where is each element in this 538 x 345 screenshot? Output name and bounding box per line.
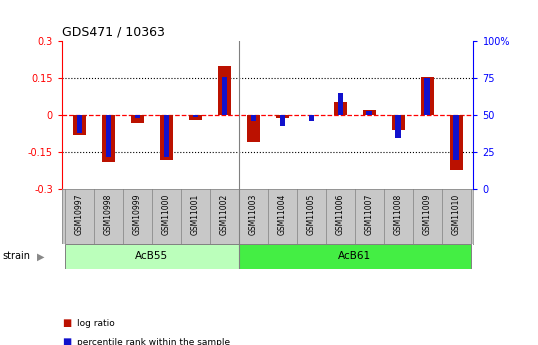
Bar <box>395 115 401 138</box>
Bar <box>366 111 372 115</box>
Text: GSM11000: GSM11000 <box>162 194 171 235</box>
Text: GSM11010: GSM11010 <box>451 194 461 235</box>
Text: ■: ■ <box>62 318 71 328</box>
Text: ■: ■ <box>62 337 71 345</box>
Bar <box>102 115 115 162</box>
Bar <box>251 115 256 121</box>
Bar <box>193 115 198 117</box>
Text: GSM10997: GSM10997 <box>75 194 84 235</box>
Text: percentile rank within the sample: percentile rank within the sample <box>77 338 230 345</box>
Text: GDS471 / 10363: GDS471 / 10363 <box>62 26 165 39</box>
Bar <box>363 110 376 115</box>
Bar <box>246 115 260 142</box>
Bar <box>334 102 346 115</box>
Bar <box>218 66 231 115</box>
Bar <box>105 115 111 157</box>
Bar <box>73 115 86 135</box>
Bar <box>160 115 173 160</box>
Text: GSM11006: GSM11006 <box>336 194 345 235</box>
Bar <box>421 77 434 115</box>
Bar <box>65 244 239 269</box>
Text: GSM11008: GSM11008 <box>394 194 402 235</box>
Text: ▶: ▶ <box>37 252 44 262</box>
Text: GSM11009: GSM11009 <box>422 194 431 235</box>
Bar <box>275 115 289 118</box>
Bar <box>189 115 202 120</box>
Bar <box>164 115 169 157</box>
Text: GSM11002: GSM11002 <box>220 194 229 235</box>
Bar <box>308 115 314 121</box>
Bar <box>222 77 227 115</box>
Bar <box>392 115 405 130</box>
Text: strain: strain <box>3 252 31 262</box>
Bar <box>76 115 82 133</box>
Bar <box>337 93 343 115</box>
Text: GSM11001: GSM11001 <box>190 194 200 235</box>
Text: GSM10998: GSM10998 <box>104 194 113 235</box>
Text: GSM11003: GSM11003 <box>249 194 258 235</box>
Bar <box>454 115 459 160</box>
Bar <box>424 78 430 115</box>
Bar <box>134 115 140 118</box>
Text: GSM10999: GSM10999 <box>133 194 141 235</box>
Bar <box>450 115 463 170</box>
Text: log ratio: log ratio <box>77 319 115 328</box>
Bar <box>131 115 144 123</box>
Text: AcB55: AcB55 <box>135 252 168 262</box>
Text: GSM11005: GSM11005 <box>307 194 316 235</box>
Text: GSM11004: GSM11004 <box>278 194 287 235</box>
Bar <box>239 244 471 269</box>
Text: AcB61: AcB61 <box>338 252 371 262</box>
Bar <box>280 115 285 126</box>
Text: GSM11007: GSM11007 <box>365 194 373 235</box>
